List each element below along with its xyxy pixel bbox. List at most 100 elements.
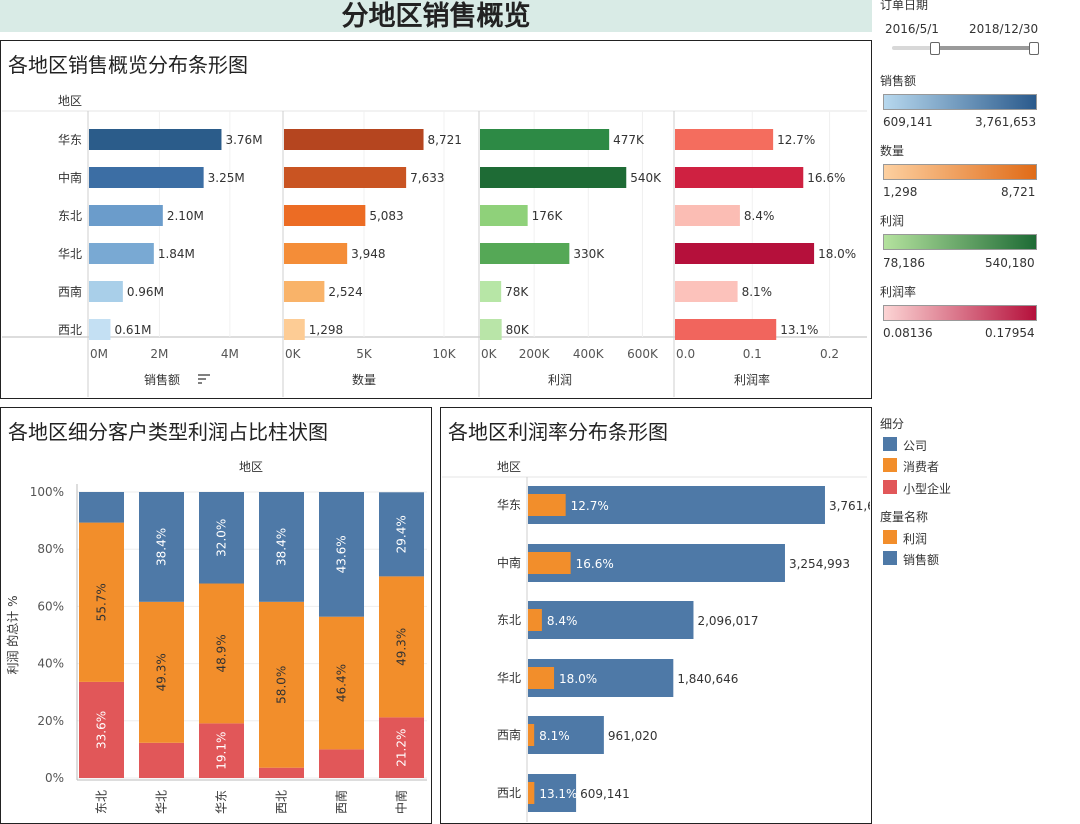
tick-label: 20% bbox=[37, 714, 64, 728]
segment-legend-label[interactable]: 公司 bbox=[903, 439, 928, 453]
segment-profit-chart: 地区 0% 20% 40% 60% 80% 100% 利润 的总计 % 33.6% 55.7% 东北… bbox=[5, 460, 427, 814]
category-label: 华北 bbox=[155, 790, 169, 814]
profit-legend-title: 利润 bbox=[880, 214, 905, 228]
segment-label: 58.0% bbox=[275, 666, 289, 704]
date-filter-start: 2016/5/1 bbox=[885, 22, 939, 36]
stacked-bar-segment bbox=[259, 601, 304, 768]
category-label: 西北 bbox=[58, 323, 82, 337]
axis-title: 销售额 bbox=[144, 372, 180, 387]
bar bbox=[675, 129, 774, 150]
category-label: 西南 bbox=[58, 284, 82, 299]
legend-column: 订单日期 2016/5/1 2018/12/30 销售额 609,141 3,7… bbox=[872, 0, 1080, 824]
segment-label: 29.4% bbox=[395, 515, 409, 553]
stacked-bar-segment bbox=[379, 717, 424, 778]
measure-legend-swatch bbox=[883, 551, 897, 565]
rate-legend-max: 0.17954 bbox=[985, 326, 1035, 340]
stacked-bar-segment bbox=[199, 583, 244, 724]
sales-legend-title: 销售额 bbox=[880, 74, 917, 88]
data-label: 18.0% bbox=[818, 247, 856, 261]
stacked-bar-segment bbox=[139, 742, 184, 778]
sales-label: 3,254,993 bbox=[789, 557, 850, 571]
sales-bar bbox=[528, 601, 694, 639]
sales-bar bbox=[528, 486, 825, 524]
bar bbox=[89, 243, 154, 264]
segment-profit-panel: 各地区细分客户类型利润占比柱状图 地区 0% 20% 40% 60% 80% 100% 利润 … bbox=[0, 407, 432, 824]
rate-label: 12.7% bbox=[571, 499, 609, 513]
panel-title: 各地区利润率分布条形图 bbox=[448, 420, 668, 444]
category-label: 华东 bbox=[58, 133, 82, 147]
rate-legend-title: 利润率 bbox=[880, 285, 917, 299]
data-label: 5,083 bbox=[369, 209, 403, 223]
bar bbox=[480, 319, 502, 340]
profit-color-scale bbox=[883, 234, 1037, 250]
category-label: 西南 bbox=[334, 790, 349, 814]
segment-label: 49.3% bbox=[155, 653, 169, 691]
measure-legend-label[interactable]: 销售额 bbox=[903, 553, 940, 567]
date-slider-start-handle[interactable] bbox=[930, 42, 940, 55]
profit-bar bbox=[528, 782, 535, 804]
profit-bar bbox=[528, 552, 571, 574]
sales-label: 3,761,653 bbox=[829, 499, 870, 513]
qty-legend-min: 1,298 bbox=[883, 185, 918, 199]
tick-label: 40% bbox=[37, 657, 64, 671]
bar bbox=[480, 243, 570, 264]
segment-legend-swatch bbox=[883, 480, 897, 494]
tick-label: 0.1 bbox=[743, 347, 762, 361]
data-label: 1.84M bbox=[158, 247, 195, 261]
category-label: 东北 bbox=[497, 613, 521, 627]
data-label: 8,721 bbox=[428, 133, 462, 147]
data-label: 0.61M bbox=[114, 323, 151, 337]
category-label: 华东 bbox=[497, 498, 521, 512]
qty-legend-max: 8,721 bbox=[1001, 185, 1036, 199]
category-label: 华北 bbox=[497, 671, 521, 685]
tick-label: 0K bbox=[481, 347, 498, 361]
tick-label: 200K bbox=[519, 347, 551, 361]
tick-label: 80% bbox=[37, 542, 64, 556]
category-label: 中南 bbox=[58, 170, 82, 185]
stacked-bar-segment bbox=[79, 492, 124, 523]
y-axis-title: 利润 的总计 % bbox=[5, 595, 20, 674]
bar bbox=[480, 167, 627, 188]
rate-label: 16.6% bbox=[576, 557, 614, 571]
bar bbox=[284, 205, 366, 226]
segment-legend-title: 细分 bbox=[880, 417, 905, 431]
date-slider-end-handle[interactable] bbox=[1029, 42, 1039, 55]
measure-legend-label[interactable]: 利润 bbox=[903, 532, 928, 546]
segment-legend-label[interactable]: 小型企业 bbox=[903, 482, 952, 496]
data-label: 176K bbox=[532, 209, 564, 223]
stacked-bar-segment bbox=[319, 616, 364, 750]
stacked-bar-segment bbox=[379, 576, 424, 718]
category-label: 东北 bbox=[58, 209, 82, 223]
data-label: 80K bbox=[506, 323, 530, 337]
data-label: 7,633 bbox=[410, 171, 444, 185]
panel-title: 各地区销售概览分布条形图 bbox=[8, 53, 248, 77]
sales-label: 609,141 bbox=[580, 787, 630, 801]
segment-legend-swatch bbox=[883, 437, 897, 451]
tick-label: 2M bbox=[150, 347, 168, 361]
data-label: 16.6% bbox=[807, 171, 845, 185]
bar bbox=[675, 243, 815, 264]
data-label: 2,524 bbox=[328, 285, 362, 299]
category-label: 西北 bbox=[275, 790, 289, 814]
rate-label: 8.1% bbox=[539, 729, 570, 743]
data-label: 8.1% bbox=[742, 285, 773, 299]
segment-label: 38.4% bbox=[155, 528, 169, 566]
tick-label: 600K bbox=[627, 347, 659, 361]
bar bbox=[89, 167, 204, 188]
stacked-bar-segment bbox=[79, 681, 124, 778]
bar bbox=[89, 281, 123, 302]
dashboard-title: 分地区销售概览 bbox=[341, 1, 531, 32]
qty-color-scale bbox=[883, 164, 1037, 180]
measure-legend-title: 度量名称 bbox=[880, 510, 929, 524]
sales-color-scale bbox=[883, 94, 1037, 110]
segment-label: 33.6% bbox=[95, 711, 109, 749]
category-label: 东北 bbox=[95, 790, 109, 814]
data-label: 78K bbox=[505, 285, 529, 299]
rate-legend-min: 0.08136 bbox=[883, 326, 933, 340]
segment-legend-label[interactable]: 消费者 bbox=[903, 460, 940, 474]
tick-label: 0.0 bbox=[676, 347, 695, 361]
data-label: 3.25M bbox=[208, 171, 245, 185]
profit-bar bbox=[528, 494, 566, 516]
